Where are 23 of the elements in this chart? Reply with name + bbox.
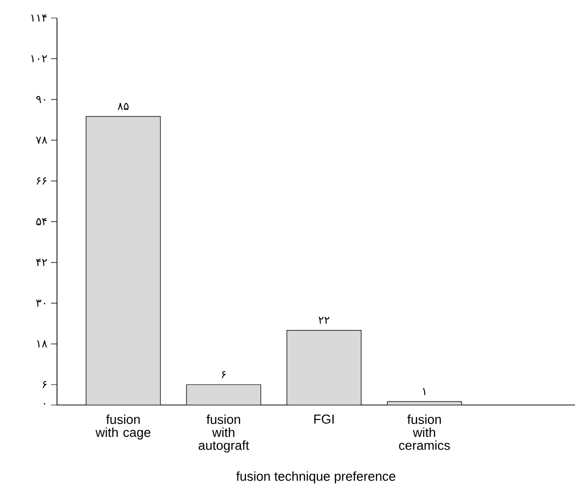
y-tick-label: ۷۸ — [36, 136, 48, 144]
bar — [186, 384, 262, 405]
data-label: ۲۲ — [318, 316, 330, 324]
y-tick-label: ۵۴ — [36, 218, 47, 226]
y-tick-label: ۱۱۴ — [31, 14, 47, 22]
x-tick-label: fusion with autograft — [198, 414, 250, 452]
y-tick-label: ۱۰۲ — [31, 55, 47, 62]
x-tick-label: fusion with ceramics — [399, 414, 450, 450]
data-label: ۱ — [422, 388, 426, 396]
bar — [286, 330, 362, 405]
x-tick-label: fusion with cage — [96, 414, 150, 440]
y-tick-label: ۳۰ — [36, 300, 46, 307]
y-tick-label: ۱۸ — [37, 340, 48, 348]
y-tick-label: ۶ — [42, 381, 46, 388]
data-label: ۶ — [222, 371, 226, 378]
y-tick-label: ۹۰ — [36, 96, 46, 103]
x-axis-title: fusion technique preference — [236, 471, 396, 484]
data-label: ۸۵ — [118, 102, 129, 110]
y-tick-label: ۴۲ — [36, 258, 47, 266]
y-tick-label: ۰ — [44, 403, 46, 404]
x-tick-label: FGI — [314, 414, 334, 424]
y-tick-label: ۶۶ — [36, 177, 46, 184]
bar — [86, 116, 161, 405]
